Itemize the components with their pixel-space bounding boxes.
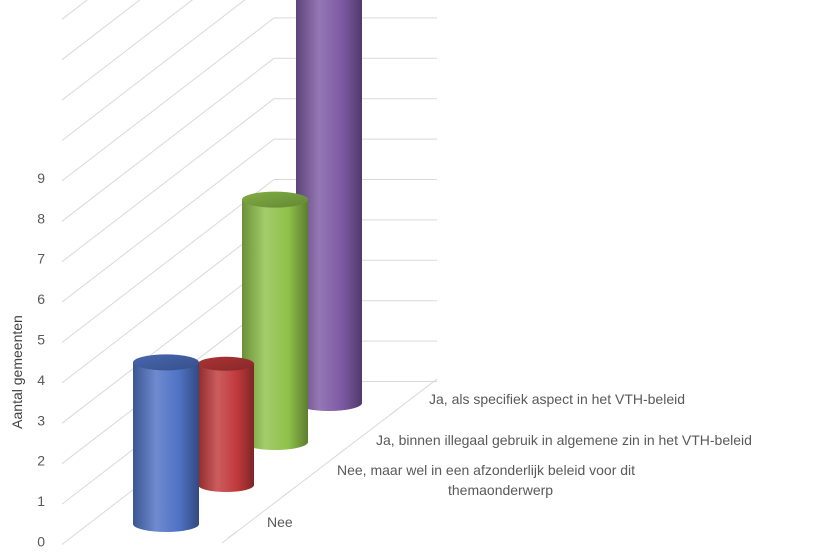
bars [133, 0, 362, 532]
category-label-line: themaonderwerp [448, 482, 553, 498]
gridline-side [61, 259, 275, 424]
category-label-line: Ja, binnen illegaal gebruik in algemene … [376, 432, 752, 448]
floor-tick [389, 408, 399, 416]
bar-body [242, 199, 308, 450]
y-tick-label: 5 [37, 332, 45, 348]
gridline-side [61, 17, 275, 182]
category-labels: Nee Nee, maar wel in een afzonderlijk bel… [267, 391, 752, 530]
y-tick-label: 6 [37, 291, 45, 307]
gridline-side [61, 0, 194, 101]
gridline-side [61, 0, 246, 141]
gridline-side [61, 57, 275, 222]
bar [296, 0, 362, 411]
bar [198, 356, 254, 492]
bar [133, 354, 199, 532]
y-axis-ticks: 0 1 2 3 4 5 6 7 8 9 [37, 170, 45, 550]
y-tick-label: 8 [37, 210, 45, 226]
y-tick-label: 4 [37, 372, 45, 388]
bar [242, 191, 308, 450]
y-tick-label: 9 [37, 170, 45, 186]
bar-body [133, 362, 199, 532]
y-tick-label: 0 [37, 534, 45, 548]
gridline-side [61, 98, 275, 263]
category-label-line: Nee, maar wel in een afzonderlijk beleid… [337, 462, 635, 478]
y-tick-label: 3 [37, 412, 45, 428]
y-tick-label: 1 [37, 493, 45, 509]
y-axis-title: Aantal gemeenten [9, 315, 25, 429]
gridline-side [61, 219, 275, 384]
gridline-side [61, 138, 275, 303]
bar-body [198, 363, 254, 492]
category-label: Ja, als specifiek aspect in het VTH-bele… [429, 391, 685, 407]
floor-axis-line [221, 378, 438, 544]
category-label-line: Ja, als specifiek aspect in het VTH-bele… [429, 391, 685, 407]
gridline-side [61, 0, 141, 61]
category-label: Nee [267, 514, 293, 530]
bar-top [198, 356, 254, 371]
category-label-line: Nee [267, 514, 293, 530]
gridline-side [61, 179, 275, 343]
bar-body [296, 0, 362, 411]
category-label: Ja, binnen illegaal gebruik in algemene … [376, 432, 752, 448]
bar-top [133, 354, 199, 371]
gridline-side [61, 0, 88, 20]
bar-top [242, 191, 308, 208]
floor-tick [281, 490, 291, 498]
floor-tick [227, 531, 237, 539]
y-tick-label: 7 [37, 251, 45, 267]
category-label: Nee, maar wel in een afzonderlijk beleid… [337, 462, 635, 498]
y-tick-label: 2 [37, 453, 45, 469]
floor-tick [335, 449, 345, 457]
